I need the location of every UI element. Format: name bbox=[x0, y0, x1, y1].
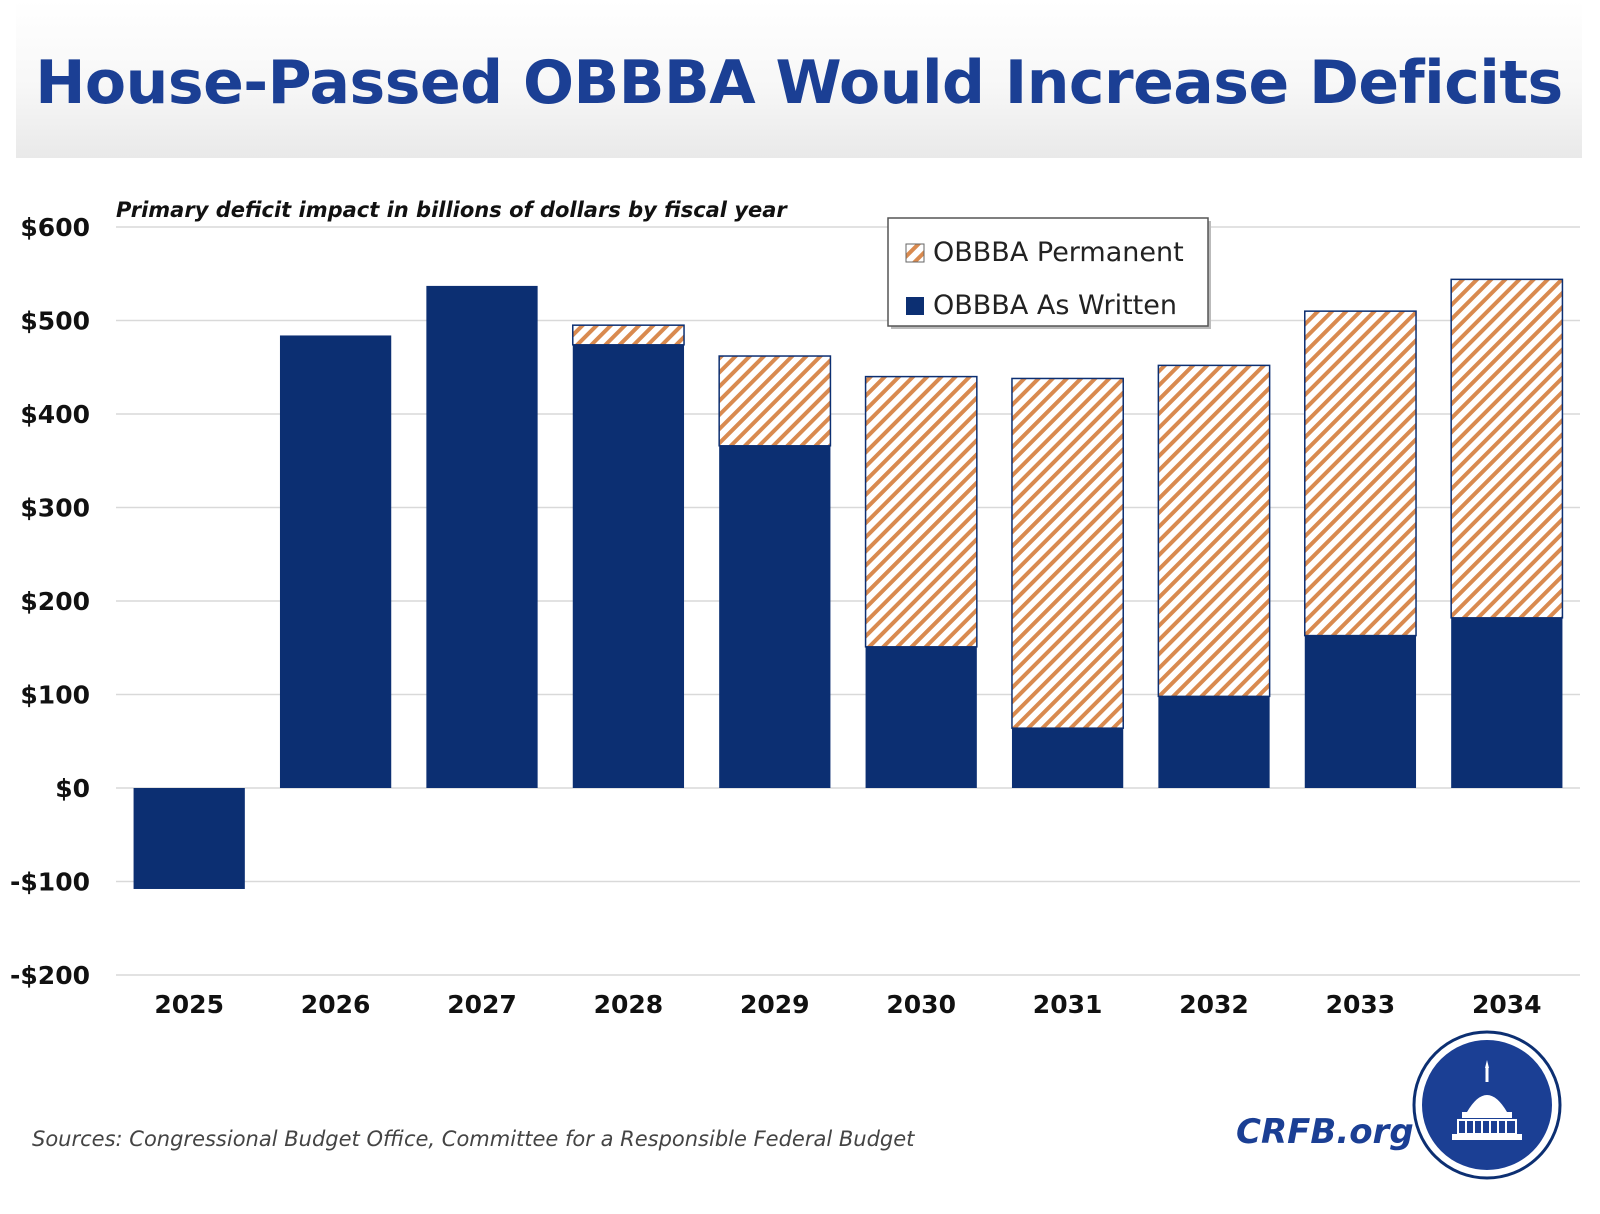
x-tick-label: 2025 bbox=[154, 990, 224, 1019]
legend-box bbox=[887, 217, 1209, 327]
y-tick-label: $500 bbox=[20, 307, 90, 336]
bar-permanent bbox=[1450, 278, 1564, 619]
y-tick-label: $300 bbox=[20, 494, 90, 523]
bar-permanent bbox=[1157, 364, 1271, 698]
bar-as-written bbox=[1451, 617, 1563, 788]
bar-as-written bbox=[133, 788, 245, 889]
legend-swatch bbox=[905, 243, 925, 263]
bar-permanent bbox=[718, 355, 832, 447]
x-tick-label: 2028 bbox=[594, 990, 664, 1019]
y-axis-ticks: $600 $500 $400 $300 $200 $100 $0 -$100 -$200 bbox=[10, 213, 90, 990]
bar-permanent bbox=[1304, 310, 1417, 637]
bar-as-written bbox=[572, 344, 685, 788]
bar-permanent bbox=[1011, 377, 1124, 729]
x-tick-label: 2026 bbox=[301, 990, 371, 1019]
bar-permanent bbox=[864, 375, 978, 648]
x-tick-label: 2033 bbox=[1326, 990, 1396, 1019]
x-tick-label: 2029 bbox=[740, 990, 810, 1019]
y-tick-label: -$100 bbox=[10, 868, 90, 897]
y-tick-label: $200 bbox=[20, 587, 90, 616]
x-tick-label: 2027 bbox=[447, 990, 517, 1019]
x-axis-ticks: 2025 2026 2027 2028 2029 2030 2031 2032 2033 2034 bbox=[154, 990, 1541, 1019]
bar-as-written bbox=[1158, 696, 1270, 788]
legend: OBBBA Permanent OBBBA As Written bbox=[887, 217, 1211, 329]
title-band: House-Passed OBBBA Would Increase Defici… bbox=[16, 0, 1582, 158]
bars bbox=[133, 278, 1564, 889]
y-tick-label: $600 bbox=[20, 213, 90, 242]
bar-as-written bbox=[1304, 635, 1417, 788]
chart-title: House-Passed OBBBA Would Increase Defici… bbox=[35, 48, 1563, 118]
bar-as-written bbox=[426, 285, 538, 788]
legend-swatch bbox=[906, 297, 924, 315]
y-tick-label: $400 bbox=[20, 400, 90, 429]
y-tick-label: $100 bbox=[20, 681, 90, 710]
x-tick-label: 2030 bbox=[886, 990, 956, 1019]
legend-label: OBBBA Permanent bbox=[933, 237, 1184, 268]
y-tick-label: $0 bbox=[55, 774, 90, 803]
x-tick-label: 2034 bbox=[1472, 990, 1542, 1019]
capitol-dome-seal-icon bbox=[1412, 1030, 1562, 1180]
source-note: Sources: Congressional Budget Office, Co… bbox=[32, 1127, 915, 1151]
x-tick-label: 2031 bbox=[1033, 990, 1103, 1019]
brand-link[interactable]: CRFB.org bbox=[1236, 1112, 1414, 1152]
bar-permanent bbox=[572, 324, 685, 346]
bar-as-written bbox=[719, 445, 831, 788]
bar-as-written bbox=[1011, 728, 1124, 788]
chart-subtitle: Primary deficit impact in billions of do… bbox=[116, 198, 788, 222]
bar-as-written bbox=[279, 335, 392, 788]
bar-as-written bbox=[865, 646, 977, 788]
y-tick-label: -$200 bbox=[10, 961, 90, 990]
legend-label: OBBBA As Written bbox=[933, 290, 1177, 321]
x-tick-label: 2032 bbox=[1179, 990, 1249, 1019]
